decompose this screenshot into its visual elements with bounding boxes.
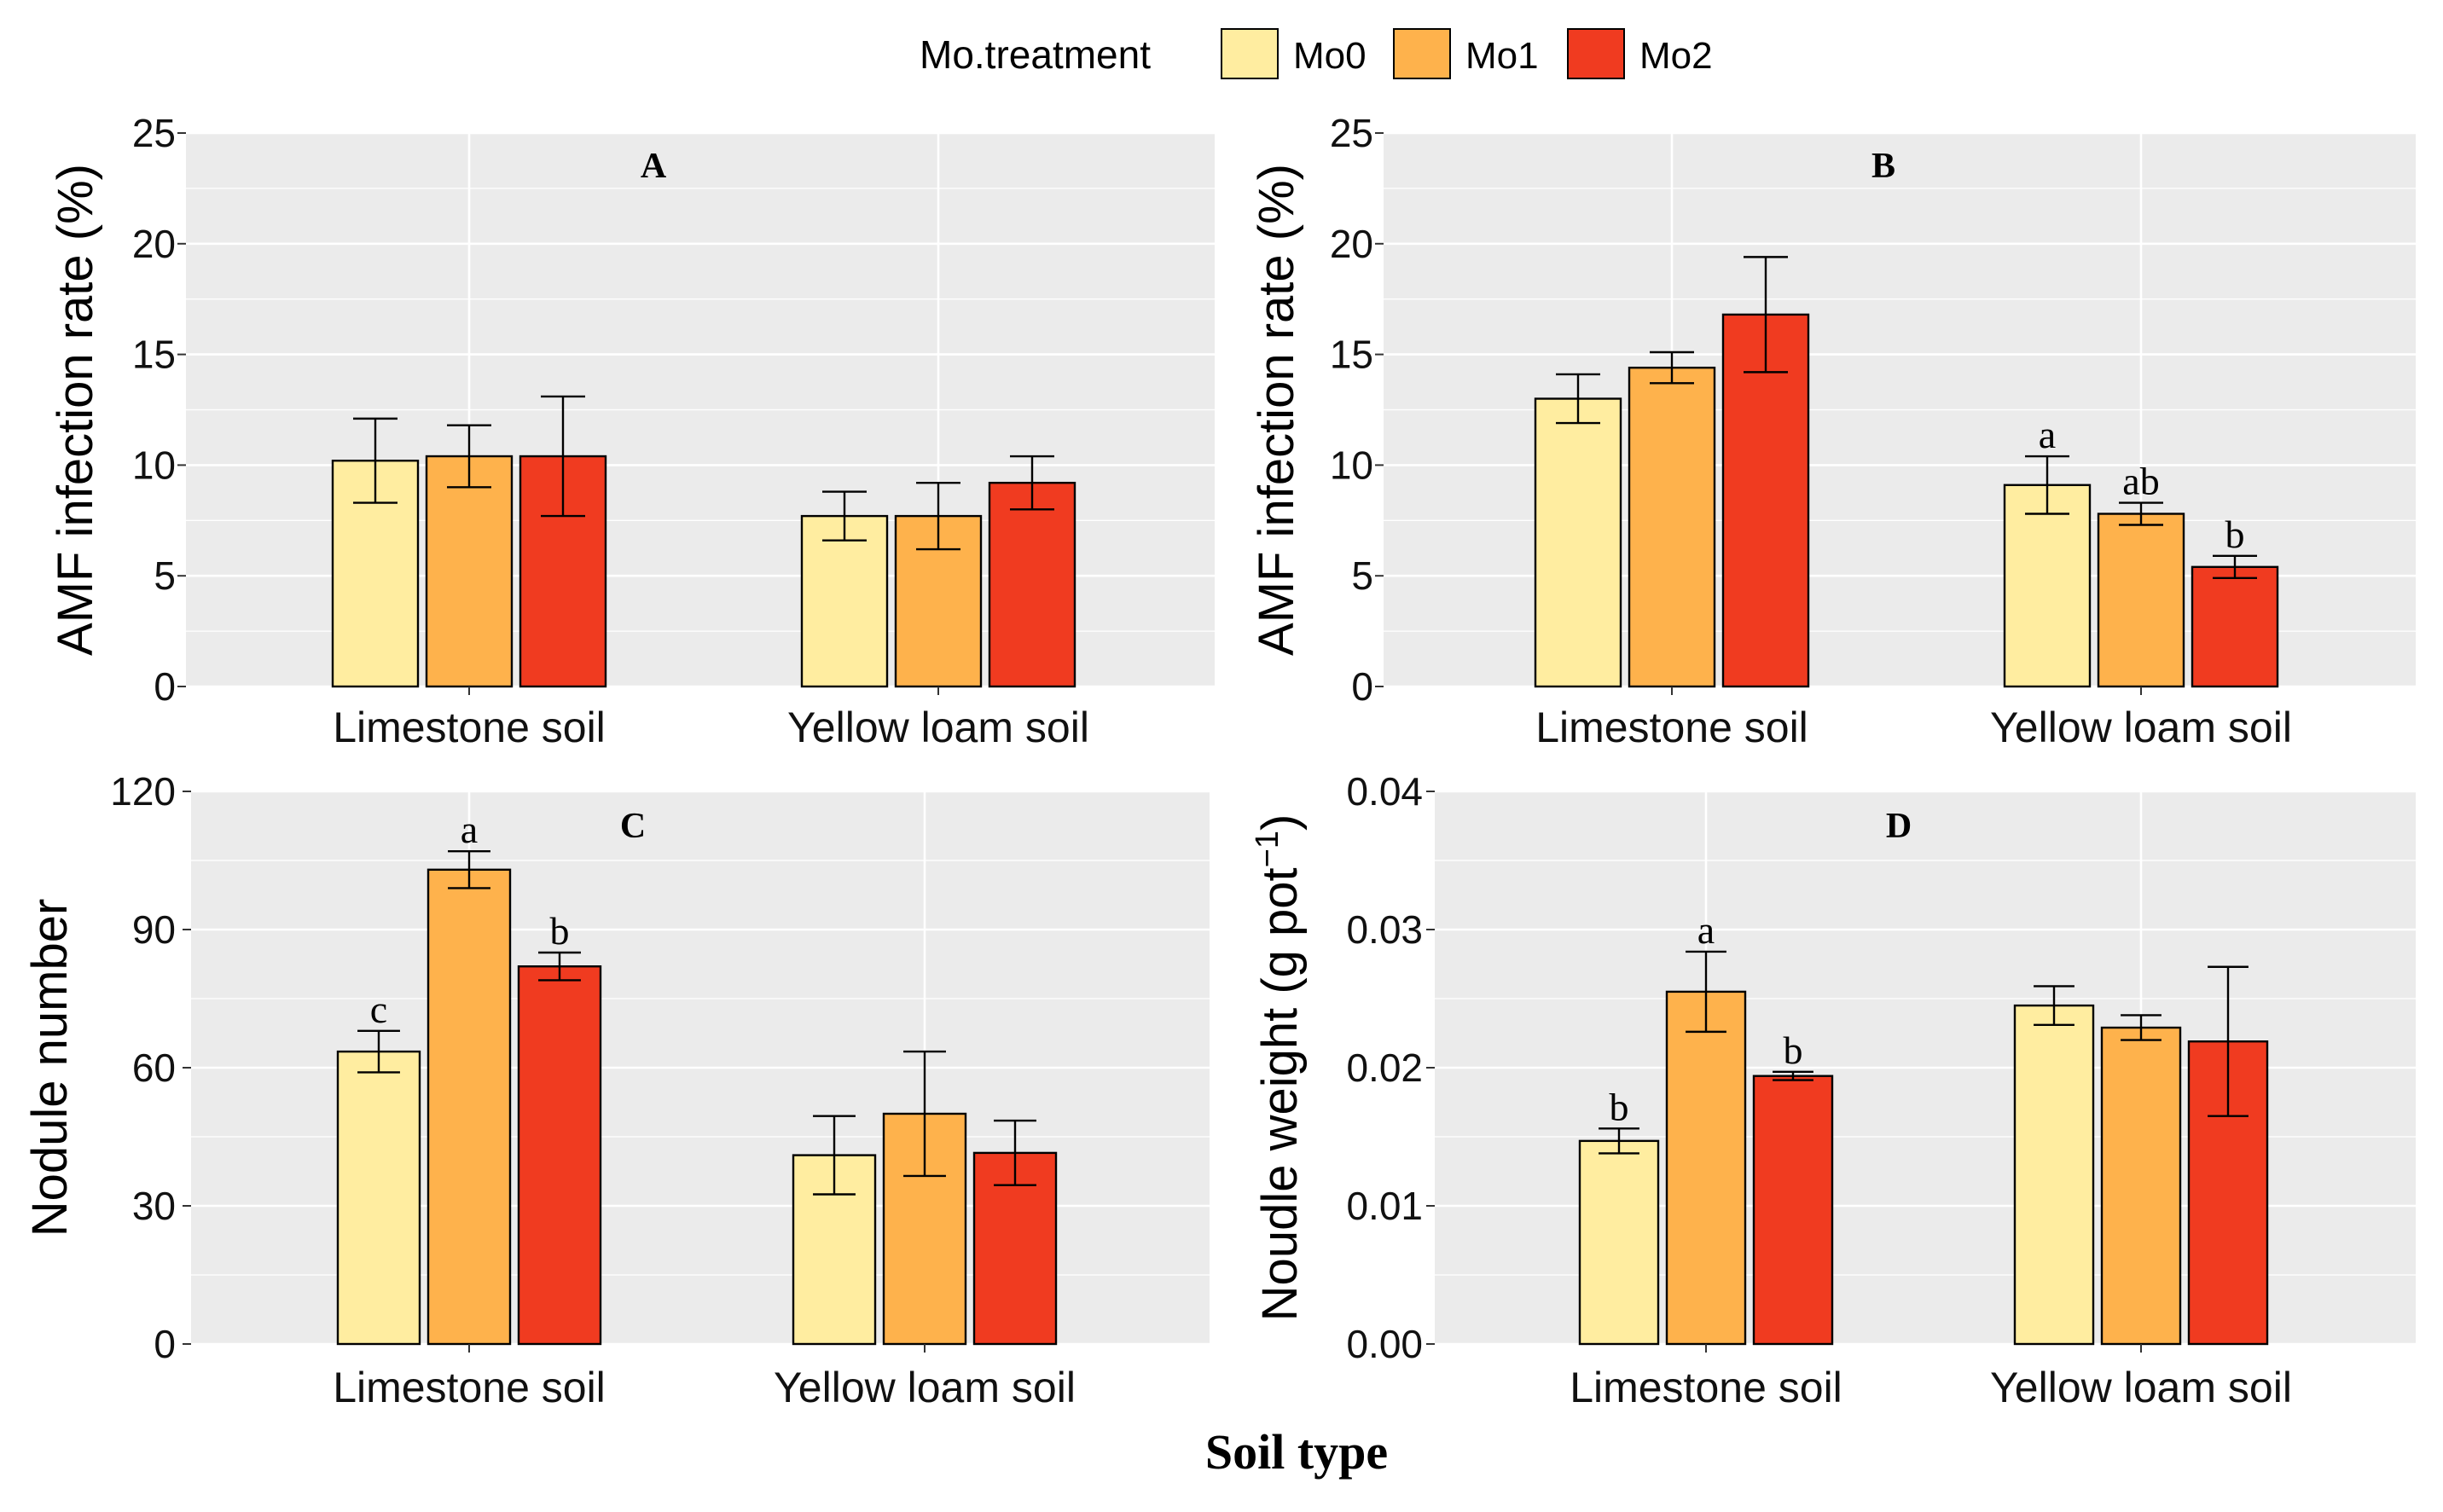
y-axis-label: Nodule number [22, 899, 78, 1237]
y-tick-label: 120 [110, 769, 176, 814]
panel-c: 0 30 60 90 120 c a b Limestone soil Yellow loam s… [22, 769, 1210, 1411]
y-tick-label: 15 [1330, 333, 1373, 377]
y-tick-label: 30 [132, 1184, 176, 1228]
y-tick-label: 15 [132, 333, 176, 377]
legend-key-mo0 [1221, 28, 1279, 79]
panel-title-b: B [1871, 147, 1895, 186]
figure-xlabel: Soil type [1205, 1424, 1388, 1480]
legend: Mo.treatment Mo0 Mo1 Mo2 [920, 28, 1713, 79]
significance-letter: a [2039, 413, 2056, 456]
y-axis-label: AMF infection rate (%) [1249, 164, 1304, 656]
y-tick-label: 20 [132, 222, 176, 266]
legend-label-mo0: Mo0 [1293, 35, 1367, 77]
bar [1665, 990, 1747, 1346]
legend-label-mo2: Mo2 [1639, 35, 1713, 77]
bar [517, 965, 602, 1346]
significance-letter: b [1610, 1085, 1629, 1128]
y-tick-label: 60 [132, 1046, 176, 1090]
panel-title-c: C [620, 807, 646, 846]
legend-key-mo1 [1393, 28, 1451, 79]
bar [427, 868, 512, 1346]
y-tick-label: 0.02 [1346, 1046, 1423, 1090]
bar [2191, 565, 2279, 688]
y-tick-label: 0 [154, 1322, 176, 1366]
bar [2013, 1004, 2095, 1346]
y-axis-label: AMF infection rate (%) [48, 164, 103, 656]
y-tick-label: 5 [1351, 553, 1373, 598]
panel-b: 0 5 10 15 20 25 a ab b Limestone soil Yellow loam … [1249, 111, 2416, 751]
bar [336, 1050, 421, 1346]
y-tick-label: 10 [132, 443, 176, 487]
y-axis-label: Noudle weight (g pot−1) [1250, 814, 1308, 1322]
y-tick-label: 0 [1351, 664, 1373, 709]
y-tick-label: 10 [1330, 443, 1373, 487]
bar [425, 455, 514, 688]
bar [2003, 484, 2092, 688]
y-tick-label: 90 [132, 907, 176, 952]
significance-letter: a [1697, 908, 1715, 952]
significance-letter: b [2225, 513, 2245, 556]
bar [1752, 1075, 1834, 1346]
bar [2100, 1026, 2182, 1346]
y-tick-label: 0.00 [1346, 1322, 1423, 1366]
x-tick-label: Yellow loam soil [774, 1364, 1076, 1411]
panel-title-a: A [641, 147, 667, 186]
significance-letter: a [461, 808, 478, 851]
bar [1721, 313, 1810, 688]
panel-d: 0.00 0.01 0.02 0.03 0.04 b a b Limestone soil Yel… [1250, 769, 2416, 1411]
y-tick-label: 25 [132, 111, 176, 155]
x-tick-label: Limestone soil [1535, 704, 1808, 751]
y-tick-label: 0.01 [1346, 1184, 1423, 1228]
legend-label-mo1: Mo1 [1465, 35, 1539, 77]
x-tick-label: Limestone soil [333, 704, 606, 751]
x-tick-label: Yellow loam soil [1990, 704, 2292, 751]
legend-title: Mo.treatment [920, 32, 1151, 77]
y-tick-label: 20 [1330, 222, 1373, 266]
bar [800, 514, 889, 688]
bar [1628, 366, 1716, 688]
legend-key-mo2 [1567, 28, 1625, 79]
x-tick-label: Limestone soil [1570, 1364, 1842, 1411]
bar [2097, 513, 2185, 688]
bar [1534, 397, 1622, 688]
y-tick-label: 0 [154, 664, 176, 709]
significance-letter: b [550, 909, 570, 953]
significance-letter: ab [2122, 460, 2159, 503]
y-tick-label: 25 [1330, 111, 1373, 155]
x-tick-label: Yellow loam soil [1990, 1364, 2292, 1411]
significance-letter: c [370, 988, 387, 1031]
y-tick-label: 0.04 [1346, 769, 1423, 814]
x-tick-label: Yellow loam soil [787, 704, 1089, 751]
panel-a: 0 5 10 15 20 25 Limestone soil Yellow loam soil… [48, 111, 1215, 751]
x-tick-label: Limestone soil [333, 1364, 606, 1411]
y-tick-label: 0.03 [1346, 907, 1423, 952]
y-tick-label: 5 [154, 553, 176, 598]
bar [988, 481, 1076, 688]
significance-letter: b [1784, 1028, 1803, 1072]
panel-title-d: D [1886, 807, 1912, 846]
bar [1578, 1139, 1660, 1346]
